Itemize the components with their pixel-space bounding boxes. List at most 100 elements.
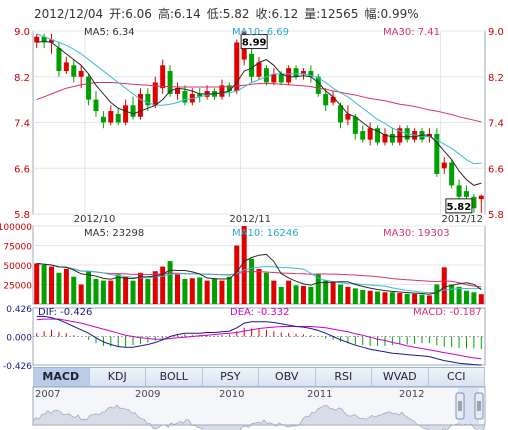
volume-ma5-line: [36, 253, 482, 295]
quote-change: 幅:0.99%: [364, 7, 419, 21]
candle-body: [389, 133, 395, 143]
price-x-tick: 2012/10: [74, 214, 116, 225]
volume-bar: [375, 291, 381, 304]
volume-y-tick: 75000: [3, 243, 32, 253]
quote-high: 高:6.14: [157, 7, 201, 21]
quote-close: 收:6.12: [255, 7, 299, 21]
volume-bar: [123, 276, 129, 304]
volume-bar: [256, 268, 262, 304]
volume-bar: [315, 274, 321, 304]
volume-bar: [137, 272, 143, 304]
candle-body: [93, 99, 99, 112]
candle-body: [174, 88, 180, 94]
volume-bar: [449, 284, 455, 304]
candle-body: [271, 73, 277, 83]
quote-date: 2012/12/04: [34, 7, 104, 21]
candle-body: [278, 73, 284, 83]
volume-bar: [271, 280, 277, 304]
quote-open: 开:6.06: [109, 7, 152, 21]
volume-bar: [323, 280, 329, 304]
volume-bar: [108, 280, 114, 304]
candle-body: [360, 131, 366, 140]
tab-wvad[interactable]: WVAD: [372, 368, 429, 386]
quote-volume: 量:12565: [304, 7, 359, 21]
candle-body: [315, 76, 321, 94]
candle-body: [123, 105, 129, 123]
volume-bar: [115, 274, 121, 304]
timeline-right-handle[interactable]: [474, 392, 484, 420]
candle-body: [130, 105, 136, 117]
volume-bar: [63, 268, 69, 304]
macd-dif-line: [36, 315, 482, 366]
macd-dea-label: DEA: -0.332: [230, 307, 290, 318]
candle-body: [434, 133, 440, 174]
candle-body: [145, 93, 151, 106]
volume-bar: [49, 266, 55, 304]
price-ma10-label: MA10: 6.69: [232, 27, 290, 38]
volume-bar: [182, 279, 188, 304]
macd-dea-line: [36, 318, 482, 360]
volume-bar: [160, 266, 166, 304]
volume-bar: [71, 276, 77, 304]
volume-bar: [419, 294, 425, 304]
volume-bar: [338, 284, 344, 304]
candle-body: [397, 128, 403, 143]
low-marker-box: [445, 198, 473, 214]
candle-body: [471, 196, 477, 209]
volume-ma10-line: [36, 262, 482, 294]
timeline-year-2007: 2007: [35, 389, 61, 400]
volume-bar: [426, 295, 432, 304]
volume-bar: [152, 271, 158, 304]
candle-body: [115, 113, 121, 123]
volume-bar: [145, 279, 151, 304]
price-x-tick: 2012/12: [441, 214, 483, 225]
volume-bar: [471, 292, 477, 304]
volume-bar: [167, 261, 173, 304]
high-marker-label: 8.99: [242, 38, 267, 49]
candle-body: [137, 93, 143, 117]
candle-body: [160, 65, 166, 89]
tab-psy[interactable]: PSY: [203, 368, 259, 386]
macd-y-tick: 0.000: [6, 334, 32, 344]
candle-body: [63, 62, 69, 72]
volume-bar: [234, 245, 240, 304]
price-ma5-label: MA5: 6.34: [84, 27, 135, 38]
tab-macd[interactable]: MACD: [33, 368, 90, 386]
volume-bar: [100, 280, 106, 304]
volume-bar: [404, 293, 410, 304]
candle-body: [100, 116, 106, 123]
timeline-overview-area: [32, 404, 486, 430]
tab-kdj[interactable]: KDJ: [90, 368, 146, 386]
candle-body: [108, 111, 114, 123]
indicator-tabs: MACD KDJ BOLL PSY OBV RSI WVAD CCI: [33, 367, 485, 387]
price-y-tick-right: 5.8: [488, 210, 504, 221]
volume-ma5-label: MA5: 23298: [84, 228, 145, 239]
quote-header: 2012/12/04 开:6.06 高:6.14 低:5.82 收:6.12 量:1256…: [34, 5, 425, 22]
price-y-tick-right: 6.6: [488, 164, 504, 175]
candle-body: [41, 36, 47, 43]
candle-body: [86, 76, 92, 100]
tab-cci[interactable]: CCI: [429, 368, 485, 386]
volume-bar: [434, 284, 440, 304]
candle-body: [34, 36, 40, 43]
timeline-year-2012: 2012: [399, 389, 425, 400]
candle-body: [300, 71, 306, 74]
volume-bar: [308, 286, 314, 304]
candle-body: [256, 62, 262, 77]
volume-ma30-line: [36, 262, 482, 288]
volume-bar: [352, 288, 358, 304]
price-y-tick-left: 6.6: [14, 164, 30, 175]
macd-dif-label: DIF: -0.426: [38, 307, 93, 318]
volume-ma30-label: MA30: 19303: [383, 228, 450, 239]
timeline-year-2009: 2009: [135, 389, 161, 400]
volume-bar: [293, 285, 299, 304]
timeline-left-handle[interactable]: [455, 392, 465, 420]
timeline-year-2010: 2010: [219, 389, 245, 400]
candle-body: [249, 53, 255, 77]
volume-bar: [56, 272, 62, 304]
volume-bar: [174, 274, 180, 304]
tab-obv[interactable]: OBV: [259, 368, 316, 386]
tab-rsi[interactable]: RSI: [316, 368, 372, 386]
tab-boll[interactable]: BOLL: [146, 368, 203, 386]
